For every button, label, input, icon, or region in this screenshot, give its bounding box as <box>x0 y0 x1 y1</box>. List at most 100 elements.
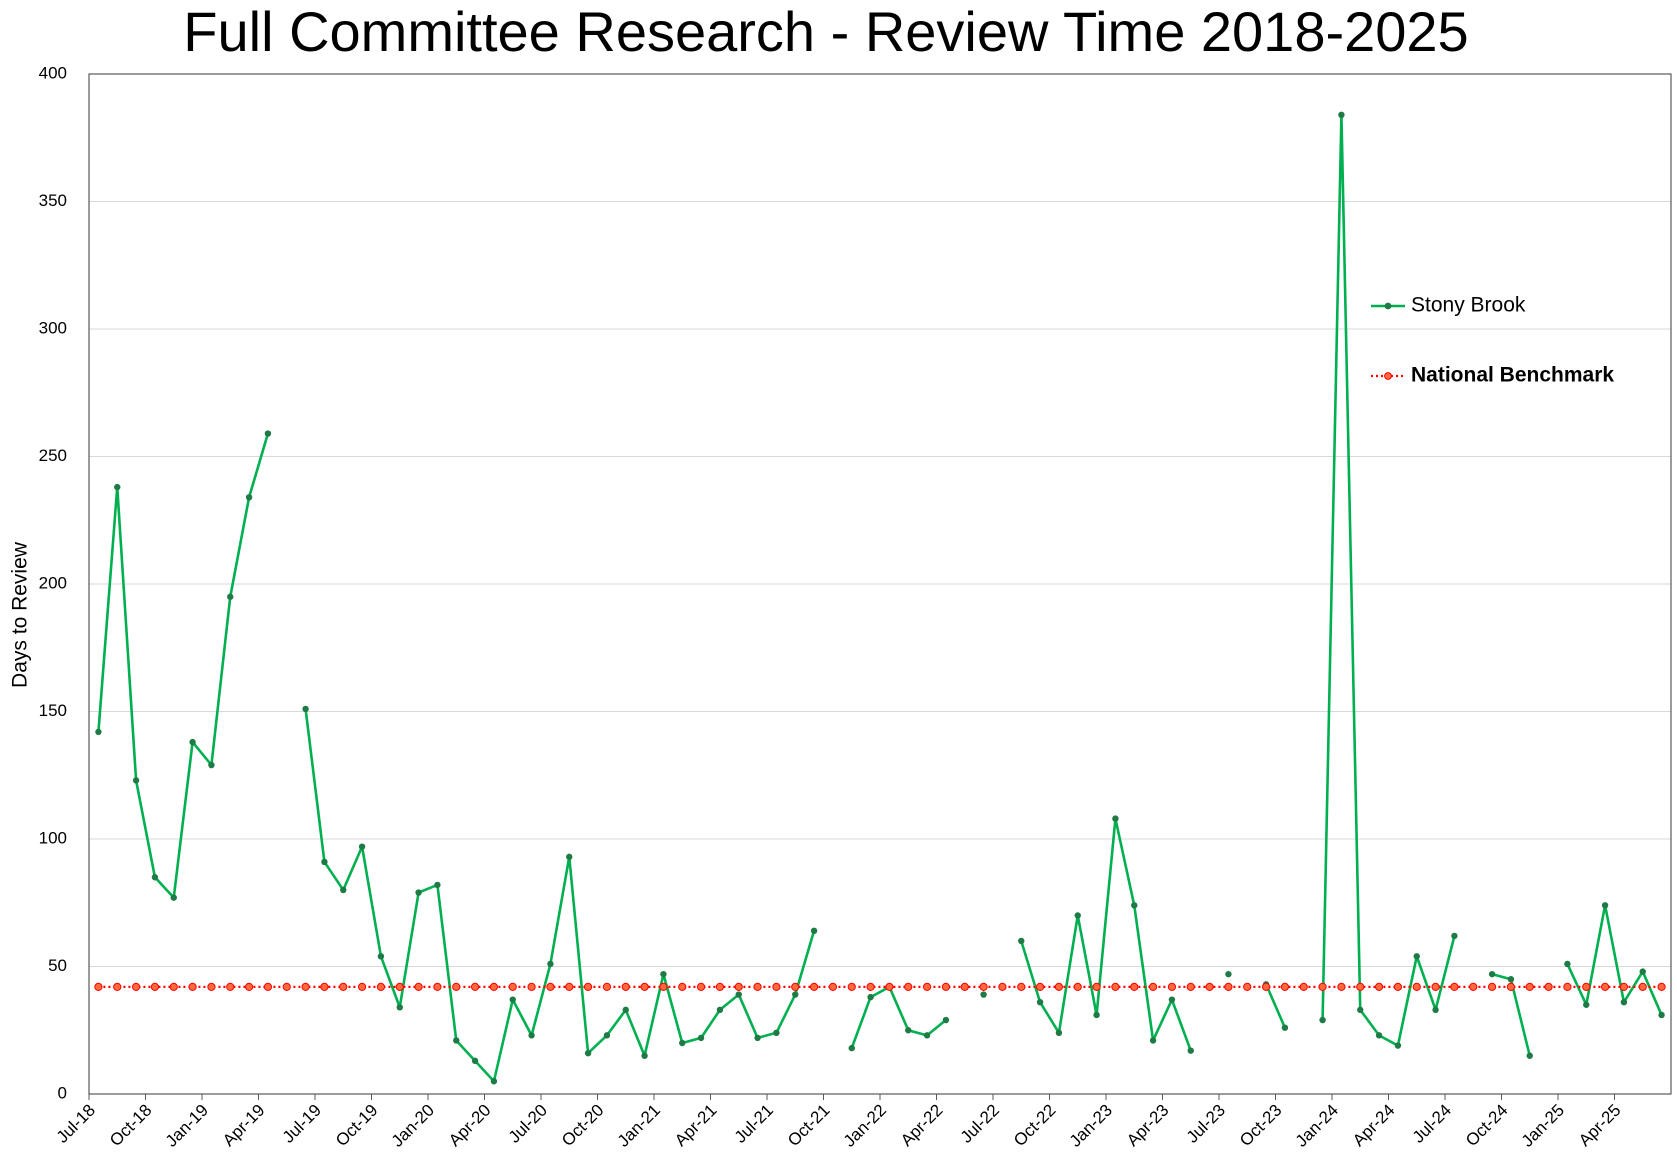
data-point <box>923 1032 931 1039</box>
data-point <box>1092 982 1101 992</box>
data-point <box>377 953 385 960</box>
data-point <box>414 982 423 992</box>
series-line <box>97 113 1663 1083</box>
data-point <box>1620 999 1628 1006</box>
data-point <box>1243 982 1252 992</box>
data-point <box>866 982 875 992</box>
data-point <box>1148 982 1158 992</box>
data-point <box>527 982 536 992</box>
data-point <box>1131 902 1138 909</box>
data-point <box>547 960 554 968</box>
x-tick-label: Oct-22 <box>1010 1101 1060 1151</box>
data-point <box>170 894 177 901</box>
data-point <box>1205 982 1214 992</box>
data-point <box>659 982 668 992</box>
data-point <box>509 996 516 1003</box>
data-point <box>1299 982 1308 992</box>
data-point <box>434 881 441 889</box>
data-point <box>508 982 517 992</box>
data-point <box>452 982 461 992</box>
x-tick-label: Apr-25 <box>1575 1101 1625 1151</box>
data-point <box>960 982 969 992</box>
data-point <box>1149 1037 1157 1044</box>
data-point <box>1544 982 1553 992</box>
legend-swatch-marker <box>1384 302 1392 310</box>
x-tick-label: Jan-21 <box>614 1101 664 1151</box>
x-tick-label: Oct-23 <box>1236 1101 1286 1151</box>
data-point <box>95 728 102 736</box>
data-point <box>321 858 328 866</box>
data-point <box>340 886 347 894</box>
data-point <box>1018 937 1025 945</box>
data-point <box>1507 976 1515 983</box>
data-point <box>773 1029 780 1037</box>
data-point <box>904 982 913 992</box>
data-point <box>584 1050 592 1057</box>
data-point <box>1186 982 1195 992</box>
data-point <box>847 982 856 992</box>
data-point <box>1054 982 1064 992</box>
data-point <box>1319 1016 1326 1024</box>
data-point <box>1093 1011 1100 1019</box>
x-tick-label: Jan-24 <box>1292 1101 1342 1151</box>
data-point <box>641 1052 648 1059</box>
data-point <box>1564 960 1571 968</box>
data-point <box>1055 1029 1063 1037</box>
data-point <box>471 1057 479 1065</box>
data-point <box>942 1016 950 1024</box>
y-tick-label: 50 <box>48 956 67 975</box>
data-point <box>1338 111 1345 119</box>
data-point <box>828 982 838 992</box>
data-point <box>565 982 574 992</box>
data-point <box>1526 1052 1533 1059</box>
data-point <box>151 874 159 881</box>
data-point <box>603 1032 611 1039</box>
data-point <box>1657 982 1666 992</box>
data-point <box>715 982 725 992</box>
legend-label: National Benchmark <box>1411 364 1614 387</box>
data-point <box>621 982 630 992</box>
x-tick-label: Jul-18 <box>53 1101 99 1147</box>
data-point <box>489 982 499 992</box>
data-point <box>1619 982 1629 992</box>
y-tick-label: 350 <box>39 191 67 210</box>
data-point <box>453 1037 460 1044</box>
x-tick-label: Apr-24 <box>1349 1101 1399 1151</box>
x-tick-label: Apr-20 <box>445 1101 495 1151</box>
data-point <box>1167 982 1177 992</box>
chart-title: Full Committee Research - Review Time 20… <box>183 0 1468 63</box>
data-point <box>302 705 309 713</box>
data-point <box>1111 982 1120 992</box>
x-tick-label: Jan-22 <box>840 1101 890 1151</box>
data-point <box>189 738 196 746</box>
data-point <box>941 982 951 992</box>
x-tick-label: Jan-19 <box>162 1101 212 1151</box>
data-point <box>753 982 762 992</box>
x-tick-label: Oct-24 <box>1462 1101 1512 1151</box>
data-point <box>150 982 160 992</box>
data-point <box>264 430 272 437</box>
data-point <box>1658 1011 1665 1019</box>
data-point <box>772 982 781 992</box>
legend-swatch-marker <box>1384 372 1392 380</box>
data-point <box>810 927 818 934</box>
x-tick-label: Jan-25 <box>1518 1101 1568 1151</box>
y-tick-label: 0 <box>58 1083 67 1102</box>
x-tick-label: Apr-21 <box>671 1101 721 1151</box>
y-tick-label: 250 <box>39 446 67 465</box>
y-axis-label: Days to Review <box>9 541 32 688</box>
data-point <box>470 982 480 992</box>
x-tick-label: Jan-23 <box>1066 1101 1116 1151</box>
data-point <box>1074 912 1081 919</box>
data-point <box>245 494 253 501</box>
data-point <box>546 982 555 992</box>
data-point <box>339 982 348 992</box>
data-point <box>1525 982 1534 992</box>
data-point <box>679 1039 686 1047</box>
data-point <box>716 1006 724 1014</box>
data-point <box>1036 999 1044 1006</box>
data-point <box>905 1027 912 1034</box>
data-point <box>1356 982 1365 992</box>
data-point <box>94 982 103 992</box>
